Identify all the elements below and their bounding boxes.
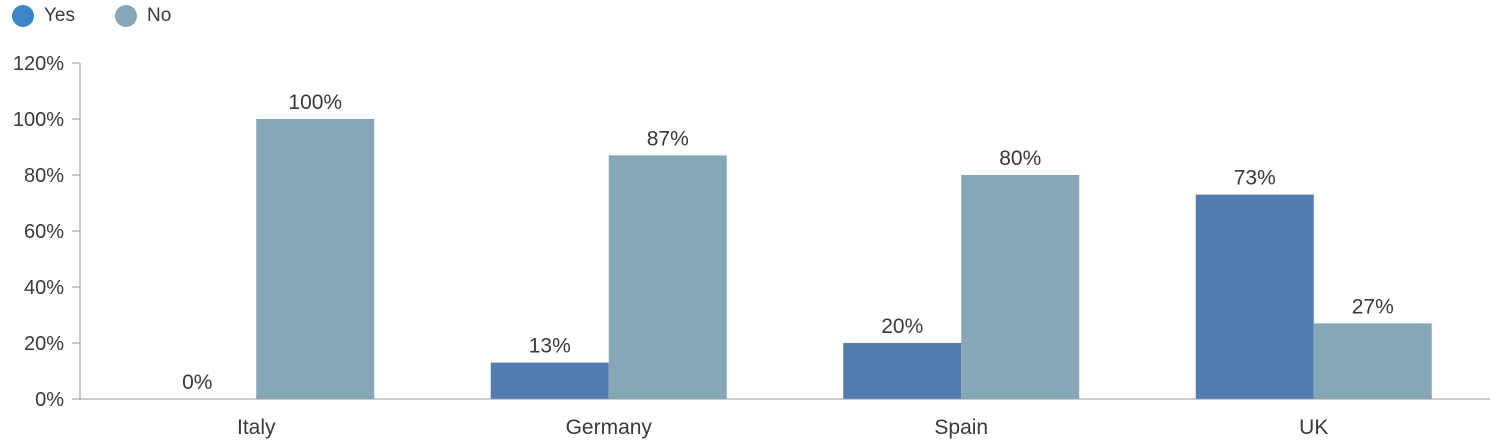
- x-category-label: Italy: [237, 416, 276, 439]
- data-label-no-spain: 80%: [999, 147, 1041, 170]
- legend-item-no: No: [115, 5, 171, 27]
- legend-swatch-yes: [12, 5, 34, 27]
- legend-swatch-no: [115, 5, 137, 27]
- bar-yes-spain: [843, 343, 962, 399]
- bar-yes-uk: [1195, 194, 1314, 399]
- bar-no-uk: [1313, 323, 1432, 399]
- legend-label-no: No: [147, 5, 172, 26]
- y-tick-label: 0%: [35, 389, 64, 411]
- bar-no-spain: [961, 175, 1080, 399]
- legend-label-yes: Yes: [44, 5, 75, 26]
- y-tick-label: 20%: [24, 333, 64, 355]
- data-label-yes-spain: 20%: [881, 315, 923, 338]
- x-category-label: UK: [1299, 416, 1328, 439]
- bar-no-germany: [608, 155, 727, 399]
- data-label-no-italy: 100%: [288, 91, 342, 114]
- data-label-yes-uk: 73%: [1234, 167, 1276, 190]
- y-tick-label: 40%: [24, 277, 64, 299]
- y-tick-label: 60%: [24, 221, 64, 243]
- bar-no-italy: [256, 119, 375, 399]
- legend-item-yes: Yes: [12, 5, 75, 27]
- y-tick-label: 100%: [13, 109, 64, 131]
- chart-legend: Yes No: [12, 5, 171, 27]
- y-tick-label: 80%: [24, 165, 64, 187]
- x-category-label: Spain: [934, 416, 988, 439]
- y-tick-label: 120%: [13, 53, 64, 75]
- data-label-yes-germany: 13%: [529, 335, 571, 358]
- data-label-no-uk: 27%: [1352, 295, 1394, 318]
- data-label-no-germany: 87%: [647, 127, 689, 150]
- data-label-yes-italy: 0%: [182, 371, 212, 394]
- bar-yes-germany: [490, 362, 609, 399]
- x-category-label: Germany: [566, 416, 653, 439]
